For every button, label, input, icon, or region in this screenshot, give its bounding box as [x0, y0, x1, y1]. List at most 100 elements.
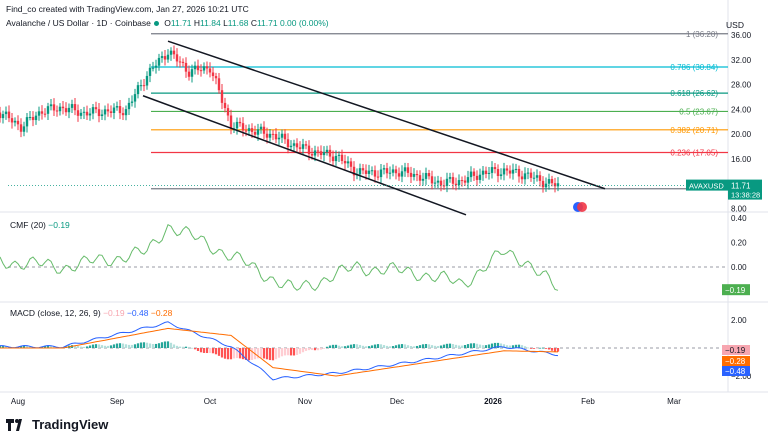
macd-hist-bar [247, 348, 251, 361]
macd-hist-badge: −0.19 [725, 346, 746, 355]
candle-body [418, 175, 422, 181]
macd-hist-bar [346, 345, 350, 348]
macd-hist-bar [244, 348, 248, 360]
macd-hist-bar [289, 348, 293, 356]
candle-body [427, 172, 431, 177]
price-tick-label: 8.00 [731, 205, 747, 214]
macd-hist-bar [382, 345, 386, 348]
macd-hist-bar [241, 348, 245, 360]
macd-hist-bar [184, 346, 188, 348]
macd-hist-bar [19, 346, 23, 348]
candle-body [475, 175, 479, 180]
macd-hist-bar [361, 345, 365, 348]
candle-body [229, 115, 233, 129]
time-axis-label: Feb [581, 397, 595, 406]
time-axis-label: Sep [110, 397, 125, 406]
fib-level-label: 0.5 (23.67) [679, 107, 718, 116]
macd-hist-bar [175, 345, 179, 348]
macd-hist-bar [205, 348, 209, 354]
macd-hist-bar [352, 344, 356, 348]
macd-hist-bar [265, 348, 269, 360]
macd-hist-bar [439, 345, 443, 348]
macd-hist-bar [118, 343, 122, 348]
candle-body [112, 107, 116, 113]
candle-body [433, 182, 437, 184]
candle-body [472, 171, 476, 176]
macd-hist-bar [298, 348, 302, 354]
macd-hist-bar [424, 343, 428, 348]
macd-hist-bar [460, 345, 464, 348]
candle-body [526, 172, 530, 174]
macd-hist-bar [307, 348, 311, 351]
candle-body [484, 170, 488, 174]
candle-body [487, 172, 491, 174]
time-axis-label: Nov [298, 397, 312, 406]
candle-body [532, 177, 536, 179]
candle-body [280, 133, 284, 138]
candle-body [421, 178, 425, 181]
macd-hist-badge-bg [722, 345, 750, 355]
macd-hist-bar [214, 348, 218, 355]
tradingview-logo[interactable]: TradingView [6, 417, 108, 432]
candle-body [325, 149, 329, 153]
macd-hist-bar [325, 346, 329, 348]
candle-body [277, 137, 281, 140]
candle-body [37, 111, 41, 116]
candle-body [301, 144, 305, 149]
candle-body [346, 161, 350, 164]
macd-tick-label: −2.00 [731, 372, 752, 381]
candle-body [445, 178, 449, 186]
fib-level-label: 0.236 (17.05) [670, 148, 718, 157]
macd-legend[interactable]: MACD (close, 12, 26, 9) −0.19 −0.48 −0.2… [10, 308, 172, 318]
candle-body [295, 143, 299, 148]
macd-hist-bar [301, 348, 305, 353]
cmf-title: CMF (20) [10, 220, 46, 230]
candle-body [397, 173, 401, 177]
candle-body [61, 106, 65, 109]
candle-body [292, 143, 296, 146]
candle-body [76, 110, 80, 116]
candle-body [262, 126, 266, 134]
macd-hist-bar [106, 345, 110, 348]
macd-hist-bar [322, 348, 326, 349]
macd-hist-bar [121, 343, 125, 348]
macd-hist-bar [472, 343, 476, 348]
macd-hist-bar [481, 345, 485, 348]
macd-hist-bar [154, 343, 158, 348]
fib-level-label: 0.786 (30.84) [670, 63, 718, 72]
candle-body [202, 66, 206, 71]
candle-body [478, 174, 482, 180]
macd-hist-bar [163, 341, 167, 348]
candle-body [106, 109, 110, 112]
macd-hist-bar [451, 344, 455, 348]
candle-body [16, 120, 20, 125]
candle-body [463, 180, 467, 183]
cmf-value: −0.19 [48, 220, 70, 230]
macd-hist-bar [319, 348, 323, 350]
candle-body [109, 111, 113, 113]
macd-hist-bar [463, 344, 467, 348]
candle-body [40, 111, 44, 114]
candle-body [64, 108, 68, 113]
candle-body [94, 107, 98, 110]
cmf-legend[interactable]: CMF (20) −0.19 [10, 220, 70, 230]
candle-body [502, 168, 506, 175]
macd-hist-bar [313, 348, 317, 351]
macd-hist-bar [529, 348, 533, 349]
macd-hist-bar [430, 345, 434, 348]
macd-hist-bar [484, 345, 488, 348]
macd-hist-bar [73, 345, 77, 348]
candle-body [316, 150, 320, 152]
macd-hist-value: −0.19 [103, 308, 125, 318]
symbol-badge-bg [686, 179, 728, 191]
macd-hist-bar [25, 345, 29, 348]
symbol-name[interactable]: Avalanche / US Dollar · 1D · Coinbase [6, 18, 151, 28]
macd-hist-bar [355, 344, 359, 348]
candle-body [118, 106, 122, 114]
macd-hist-bar [295, 348, 299, 355]
candle-body [199, 70, 203, 72]
macd-hist-bar [541, 347, 545, 349]
candle-body [124, 109, 128, 116]
macd-hist-bar [142, 342, 146, 348]
cmf-tick-label: 0.00 [731, 263, 747, 272]
